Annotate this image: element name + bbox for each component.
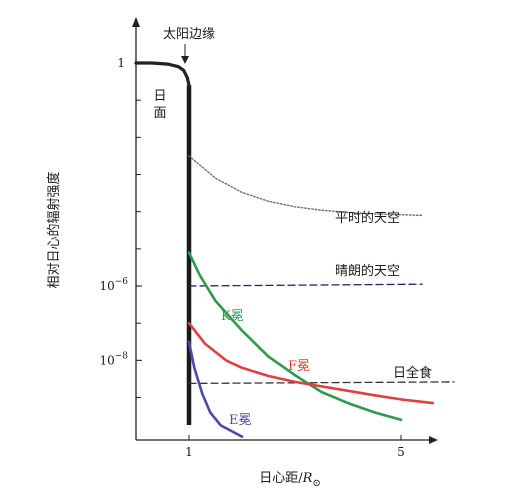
x-axis-arrow	[429, 436, 438, 444]
y-tick-label: 1	[117, 56, 125, 70]
series-layer	[134, 61, 455, 438]
series-label-平时的天空: 平时的天空	[335, 210, 400, 226]
y-axis-title: 相对日心的辐射强度	[46, 171, 62, 288]
series-label-F冕: F冕	[288, 359, 310, 374]
x-axis-title: 日心距/R⊙	[259, 471, 321, 489]
series-label-日全食: 日全食	[393, 365, 432, 381]
series-line-平时的天空	[188, 155, 423, 217]
series-line-日面	[134, 61, 191, 87]
y-tick-label: 10−8	[99, 351, 128, 367]
series-line-E冕	[187, 340, 244, 438]
series-line-F冕	[187, 321, 435, 405]
x-tick-label: 5	[397, 445, 405, 459]
x-tick-label: 1	[185, 445, 193, 459]
y-tick-label: 10−6	[99, 277, 128, 293]
limb-arrow-head	[181, 56, 189, 64]
series-line-日全食	[188, 381, 455, 385]
disk-label-char: 面	[153, 106, 166, 121]
series-label-晴朗的天空: 晴朗的天空	[335, 263, 400, 279]
disk-label-char: 日	[153, 89, 166, 104]
series-label-K冕: K冕	[221, 309, 244, 324]
axes: 1 5 1 10−6 10−8	[99, 17, 438, 459]
limb-label: 太阳边缘	[163, 27, 215, 42]
y-axis-arrow	[132, 17, 140, 27]
series-label-E冕: E冕	[229, 413, 252, 428]
series-line-K冕	[187, 251, 403, 422]
series-line-晴朗的天空	[188, 283, 423, 287]
